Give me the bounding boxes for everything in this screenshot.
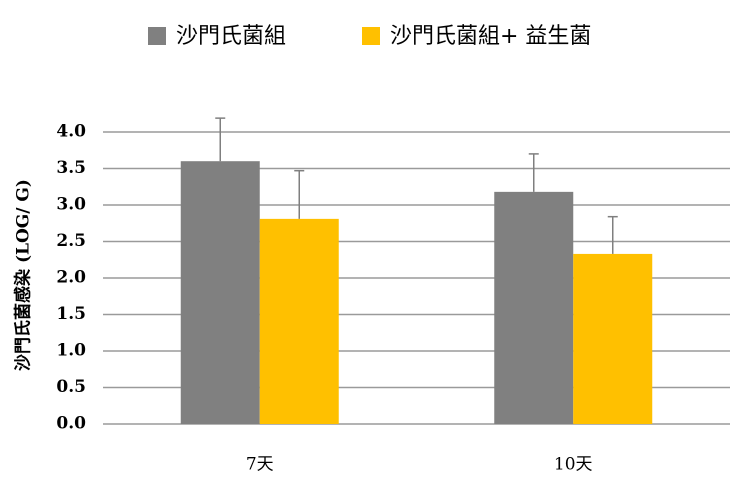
y-tick-label: 4.0 xyxy=(56,122,86,142)
y-tick-label: 3.0 xyxy=(56,195,86,215)
bar xyxy=(573,253,653,424)
y-tick-label: 2.0 xyxy=(56,268,86,288)
legend: 沙門氏菌組 沙門氏菌組+ 益生菌 xyxy=(148,24,591,49)
legend-label: 沙門氏菌組 xyxy=(176,24,286,49)
x-tick-label: 7天 xyxy=(246,455,274,475)
y-tick-label: 1.5 xyxy=(56,304,86,324)
y-tick-label: 0.5 xyxy=(56,377,86,397)
bar xyxy=(259,218,339,424)
bar xyxy=(180,161,260,424)
legend-label: 沙門氏菌組+ 益生菌 xyxy=(390,24,591,49)
x-tick-label: 10天 xyxy=(554,455,593,475)
legend-swatch xyxy=(148,27,166,45)
y-tick-label: 3.5 xyxy=(56,158,86,178)
y-tick-label: 2.5 xyxy=(56,231,86,251)
y-axis-label: 沙門氏菌感染 (LOG/ G) xyxy=(13,179,34,371)
y-tick-label: 0.0 xyxy=(56,414,86,434)
bar xyxy=(494,191,574,424)
y-tick-label: 1.0 xyxy=(56,341,86,361)
legend-swatch xyxy=(362,27,380,45)
